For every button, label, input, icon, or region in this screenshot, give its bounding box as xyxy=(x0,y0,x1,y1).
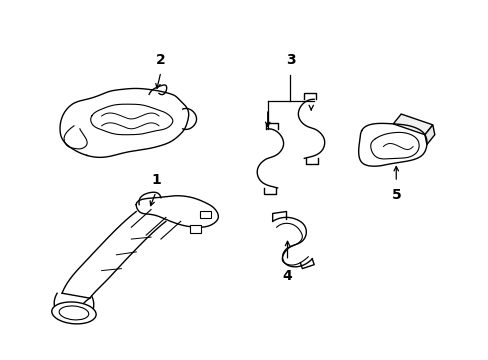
Ellipse shape xyxy=(59,306,88,320)
Text: 5: 5 xyxy=(390,188,400,202)
Text: 1: 1 xyxy=(151,173,161,187)
Polygon shape xyxy=(424,125,434,145)
Text: 4: 4 xyxy=(282,269,292,283)
Bar xyxy=(189,225,201,233)
Text: 2: 2 xyxy=(156,53,165,67)
Ellipse shape xyxy=(52,302,96,324)
Text: 3: 3 xyxy=(285,53,295,67)
Bar xyxy=(199,211,211,219)
Polygon shape xyxy=(392,114,432,135)
